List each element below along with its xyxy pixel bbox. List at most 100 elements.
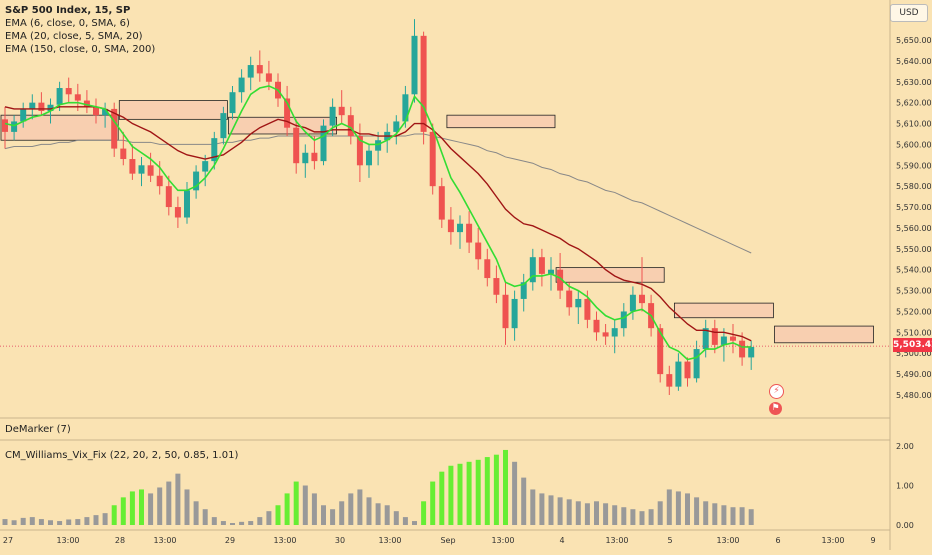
lightning-icon[interactable]: ⚡ — [769, 384, 784, 399]
candle-body — [284, 98, 291, 128]
legend-ema20[interactable]: EMA (20, close, 5, SMA, 20) — [5, 31, 143, 42]
candle-body — [629, 294, 636, 312]
legend-title: S&P 500 Index, 15, SP — [5, 5, 131, 16]
vix-bar — [739, 507, 745, 525]
vix-bar — [157, 487, 163, 525]
candle-body — [184, 190, 190, 218]
candle-body — [238, 77, 245, 93]
x-tick-label: 13:00 — [821, 536, 844, 545]
vix-bar — [302, 485, 308, 525]
vix-bar — [66, 519, 72, 525]
candle-body — [165, 186, 172, 208]
vix-bar — [193, 501, 199, 525]
y-tick-label: 5,610.00 — [896, 120, 932, 129]
demarker-label[interactable]: DeMarker (7) — [5, 424, 71, 435]
legend-ema150[interactable]: EMA (150, close, 0, SMA, 200) — [5, 44, 156, 55]
candle-body — [493, 278, 500, 295]
vix-bar — [275, 505, 281, 525]
y-tick-label: 5,640.00 — [896, 57, 932, 66]
candle-body — [83, 100, 90, 107]
vix-bar — [29, 517, 35, 525]
vix-bar — [730, 507, 736, 525]
candle-body — [575, 298, 582, 308]
vix-bar — [648, 509, 654, 525]
candle-body — [366, 150, 372, 166]
candle-body — [47, 104, 54, 111]
candle-body — [265, 73, 272, 82]
candle-body — [120, 148, 127, 160]
candle-body — [720, 336, 727, 345]
vix-bar — [120, 497, 126, 525]
candle-body — [529, 257, 536, 283]
candle-body — [247, 65, 254, 78]
candle-body — [74, 94, 81, 101]
candle-body — [347, 115, 354, 137]
vix-bar — [630, 509, 636, 525]
vix-bar — [311, 493, 317, 525]
vix-bar — [557, 497, 563, 525]
vix-bar — [657, 501, 663, 525]
sd-zone — [0, 114, 119, 141]
sd-zone — [446, 114, 556, 129]
sd-zone — [118, 100, 228, 120]
candle-body — [202, 161, 209, 172]
candle-body — [484, 259, 491, 279]
currency-button[interactable]: USD — [890, 4, 928, 22]
y-tick-label: 5,570.00 — [896, 203, 932, 212]
y-tick-label: 5,540.00 — [896, 266, 932, 275]
legend-ema6[interactable]: EMA (6, close, 0, SMA, 6) — [5, 18, 130, 29]
candle-body — [684, 361, 691, 379]
vix-bar — [566, 499, 572, 525]
vix-bar — [93, 515, 99, 525]
flag-icon[interactable]: ⚑ — [769, 402, 782, 415]
x-tick-label: 13:00 — [605, 536, 628, 545]
vix-bar — [211, 517, 217, 525]
x-tick-label: Sep — [440, 536, 455, 545]
candle-body — [338, 106, 345, 116]
vix-bar — [139, 489, 144, 525]
candle-body — [229, 92, 236, 114]
candle-body — [193, 171, 200, 191]
candle-body — [593, 319, 600, 333]
vix-bar — [612, 505, 618, 525]
vix-bar — [748, 509, 754, 525]
candle-body — [102, 108, 109, 116]
vix-bar — [448, 465, 454, 525]
ema6-line — [4, 85, 752, 361]
x-tick-label: 9 — [870, 536, 875, 545]
candle-body — [402, 94, 409, 122]
vix-bar — [248, 521, 254, 525]
vix-bar — [330, 509, 336, 525]
candle-body — [56, 88, 63, 105]
vix-bar — [584, 503, 590, 525]
vix-bar — [430, 481, 436, 525]
candle-body — [620, 311, 627, 329]
candle-body — [538, 257, 545, 274]
x-tick-label: 29 — [225, 536, 235, 545]
candle-body — [566, 290, 573, 308]
y-tick-label: 5,490.00 — [896, 370, 932, 379]
vix-bar — [457, 463, 463, 525]
y-tick-label: 5,500.00 — [896, 349, 932, 358]
candle-body — [693, 349, 700, 379]
candle-body — [156, 175, 163, 187]
chart-legend: S&P 500 Index, 15, SP EMA (6, close, 0, … — [5, 4, 155, 56]
vix-bar — [357, 489, 363, 525]
candle-body — [748, 346, 755, 358]
candle-body — [475, 242, 482, 260]
candle-body — [666, 374, 673, 387]
vix-bar — [111, 505, 117, 525]
candle-body — [293, 127, 300, 164]
y-tick-label: 5,650.00 — [896, 36, 932, 45]
vix-bar — [694, 497, 700, 525]
vix-bar — [11, 520, 17, 525]
x-tick-label: 13:00 — [153, 536, 176, 545]
vix-bar — [712, 503, 718, 525]
candle-body — [675, 361, 682, 387]
candle-body — [138, 165, 145, 174]
x-tick-label: 28 — [115, 536, 125, 545]
vix-bar — [639, 511, 645, 525]
vix-fix-label[interactable]: CM_Williams_Vix_Fix (22, 20, 2, 50, 0.85… — [5, 450, 239, 461]
